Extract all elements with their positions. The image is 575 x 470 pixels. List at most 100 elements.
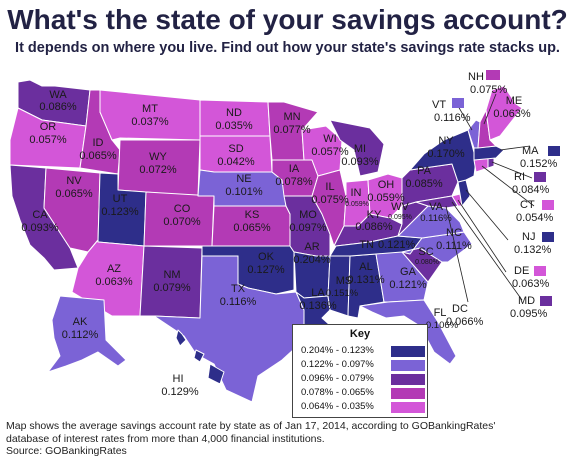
legend-row-tier2: 0.122% - 0.097% [301, 359, 425, 373]
label-la-abbr: LA [311, 287, 325, 299]
label-ne-rate: 0.101% [225, 186, 263, 198]
label-va-rate: 0.116% [420, 213, 452, 224]
label-nh-abbr: NH [468, 71, 484, 83]
label-nm-abbr: NM [163, 269, 180, 281]
footer-source: Source: GOBankingRates [6, 445, 127, 457]
label-ms-abbr: MS [336, 275, 353, 287]
label-ok-abbr: OK [258, 251, 275, 263]
label-mo-rate: 0.097% [289, 222, 327, 234]
state-me [485, 85, 523, 141]
state-md [415, 195, 459, 209]
label-sd-rate: 0.042% [217, 156, 255, 168]
state-nh [477, 109, 497, 149]
label-ar-abbr: AR [304, 241, 319, 253]
label-ny-rate: 0.170% [427, 148, 465, 160]
map-subtitle: It depends on where you live. Find out h… [15, 40, 560, 56]
label-ak-rate: 0.112% [62, 329, 99, 341]
label-nc-abbr: NC [446, 227, 462, 239]
label-ia-rate: 0.078% [275, 176, 313, 188]
label-me-rate: 0.063% [493, 108, 531, 120]
label-or-abbr: OR [40, 121, 57, 133]
label-nc-rate: 0.111% [436, 240, 472, 252]
state-mi [329, 119, 385, 177]
label-id-abbr: ID [93, 137, 104, 149]
label-vt-abbr: VT [432, 99, 446, 111]
label-tx-rate: 0.116% [220, 296, 257, 308]
label-wi-rate: 0.057% [311, 146, 349, 158]
label-il-rate: 0.075% [311, 194, 349, 206]
swatch-de [534, 266, 546, 276]
label-mt-rate: 0.037% [131, 116, 169, 128]
swatch-ri [534, 172, 546, 182]
label-mn-abbr: MN [283, 111, 300, 123]
label-wy-abbr: WY [149, 151, 167, 163]
state-ak [47, 295, 127, 373]
label-pa-rate: 0.085% [405, 178, 443, 190]
label-nv-abbr: NV [66, 175, 82, 187]
leader-lines [445, 93, 535, 303]
label-in-rate: 0.059% [345, 201, 369, 208]
label-ks-rate: 0.065% [233, 222, 271, 234]
label-ct-abbr: CT [520, 199, 535, 211]
label-ma-rate: 0.152% [520, 158, 558, 170]
label-ks-abbr: KS [245, 209, 260, 221]
label-nd-abbr: ND [226, 107, 242, 119]
label-fl-rate: 0.106% [426, 320, 459, 331]
label-ms-rate: 0.151% [326, 288, 359, 299]
label-ri-abbr: RI [514, 171, 525, 183]
label-nh-rate: 0.075% [470, 84, 508, 96]
legend-range: 0.204% - 0.123% [301, 345, 374, 356]
label-pa-abbr: PA [417, 165, 432, 177]
swatch-vt [452, 98, 464, 108]
label-id-rate: 0.065% [79, 150, 117, 162]
label-co-abbr: CO [174, 203, 191, 215]
label-az-rate: 0.063% [95, 276, 133, 288]
label-tn-rate: 0.121% [378, 239, 416, 251]
legend-row-tier3: 0.096% - 0.079% [301, 373, 425, 387]
label-md-rate: 0.095% [510, 308, 548, 320]
label-wa-rate: 0.086% [39, 101, 77, 113]
label-sc-abbr: SC [418, 246, 433, 258]
state-hi [175, 329, 225, 385]
state-labels: WA 0.086% OR 0.057% CA 0.093% ID 0.065% … [21, 71, 557, 398]
label-az-abbr: AZ [107, 263, 121, 275]
label-nj-abbr: NJ [522, 231, 535, 243]
label-hi-rate: 0.129% [161, 386, 199, 398]
label-ut-rate: 0.123% [101, 206, 139, 218]
swatch-nh [486, 70, 500, 80]
label-de-rate: 0.063% [512, 278, 550, 290]
legend-row-tier1: 0.204% - 0.123% [301, 345, 425, 359]
label-sd-abbr: SD [228, 143, 243, 155]
label-ga-rate: 0.121% [389, 279, 427, 291]
label-ca-rate: 0.093% [21, 222, 59, 234]
label-sc-rate: 0.080% [415, 259, 439, 266]
label-tx-abbr: TX [231, 283, 246, 295]
label-mt-abbr: MT [142, 103, 158, 115]
legend-key: Key 0.204% - 0.123% 0.122% - 0.097% 0.09… [292, 324, 428, 418]
label-tn-abbr: TN [359, 239, 374, 251]
label-al-abbr: AL [359, 261, 372, 273]
label-wv-abbr: WV [391, 201, 409, 213]
legend-title: Key [349, 328, 371, 340]
legend-swatch [391, 402, 425, 413]
state-fl [359, 299, 457, 365]
label-oh-rate: 0.059% [367, 192, 405, 204]
label-ok-rate: 0.127% [247, 264, 285, 276]
label-in-abbr: IN [351, 187, 362, 199]
state-ri [487, 157, 495, 169]
footer-line-1: Map shows the average savings account ra… [6, 420, 496, 432]
label-wy-rate: 0.072% [139, 164, 177, 176]
swatch-ct [542, 200, 554, 210]
label-mn-rate: 0.077% [273, 124, 311, 136]
label-mo-abbr: MO [299, 209, 317, 221]
footer-note: Map shows the average savings account ra… [6, 420, 571, 458]
label-oh-abbr: OH [378, 179, 395, 191]
legend-swatch [391, 388, 425, 399]
label-or-rate: 0.057% [29, 134, 67, 146]
label-de-abbr: DE [514, 265, 529, 277]
label-ar-rate: 0.204% [293, 254, 331, 266]
label-dc-rate: 0.066% [446, 316, 484, 328]
legend-swatch [391, 360, 425, 371]
label-al-rate: 0.131% [347, 274, 385, 286]
